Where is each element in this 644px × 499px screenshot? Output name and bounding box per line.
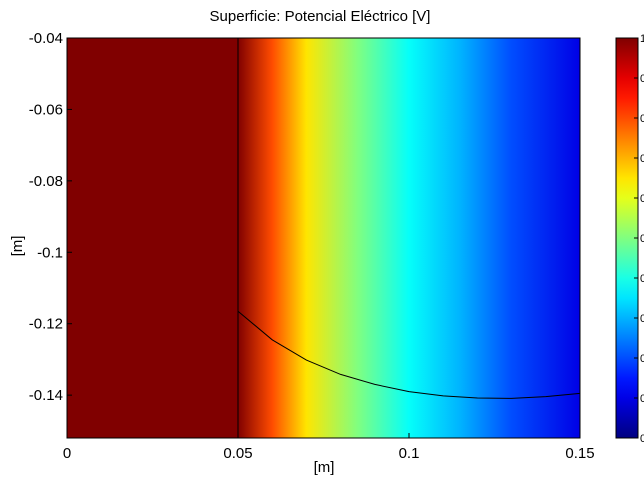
colorbar-tick-label: 0 — [640, 313, 644, 325]
colorbar-tick-label: 0 — [640, 113, 644, 125]
x-axis: 0 0.05 0.1 0.15 — [63, 433, 595, 462]
chart-title: Superficie: Potencial Eléctrico [V] — [210, 8, 431, 25]
x-tick-label: 0.1 — [399, 445, 420, 462]
colorbar-tick-label: 0 — [640, 393, 644, 405]
colorbar-tick-label: 1 — [640, 33, 644, 45]
plot-area — [66, 37, 581, 439]
colorbar-tick-label: 0 — [640, 153, 644, 165]
y-tick-label: -0.08 — [29, 173, 63, 190]
colorbar-tick-label: 0 — [640, 233, 644, 245]
x-tick-label: 0.05 — [223, 445, 252, 462]
y-tick-label: -0.12 — [29, 316, 63, 333]
colorbar-tick-label: 0 — [640, 433, 644, 445]
colorbar-tick-label: 0 — [640, 73, 644, 85]
y-tick-label: -0.06 — [29, 101, 63, 118]
y-tick-label: -0.1 — [37, 244, 63, 261]
colorbar: 1 0 0 0 0 0 0 0 0 0 0 — [615, 33, 644, 445]
x-axis-label: [m] — [314, 459, 335, 476]
domain-curve — [237, 310, 581, 399]
plot-frame — [66, 37, 581, 439]
colorbar-tick-label: 0 — [640, 193, 644, 205]
y-tick-label: -0.04 — [29, 30, 63, 47]
y-tick-label: -0.14 — [29, 387, 63, 404]
colorbar-tick-label: 0 — [640, 273, 644, 285]
x-tick-label: 0.15 — [565, 445, 594, 462]
y-axis-label: [m] — [9, 236, 26, 257]
y-axis: -0.04 -0.06 -0.08 -0.1 -0.12 -0.14 — [29, 30, 72, 404]
x-tick-label: 0 — [63, 445, 71, 462]
colorbar-tick-label: 0 — [640, 353, 644, 365]
potential-field — [67, 38, 580, 438]
